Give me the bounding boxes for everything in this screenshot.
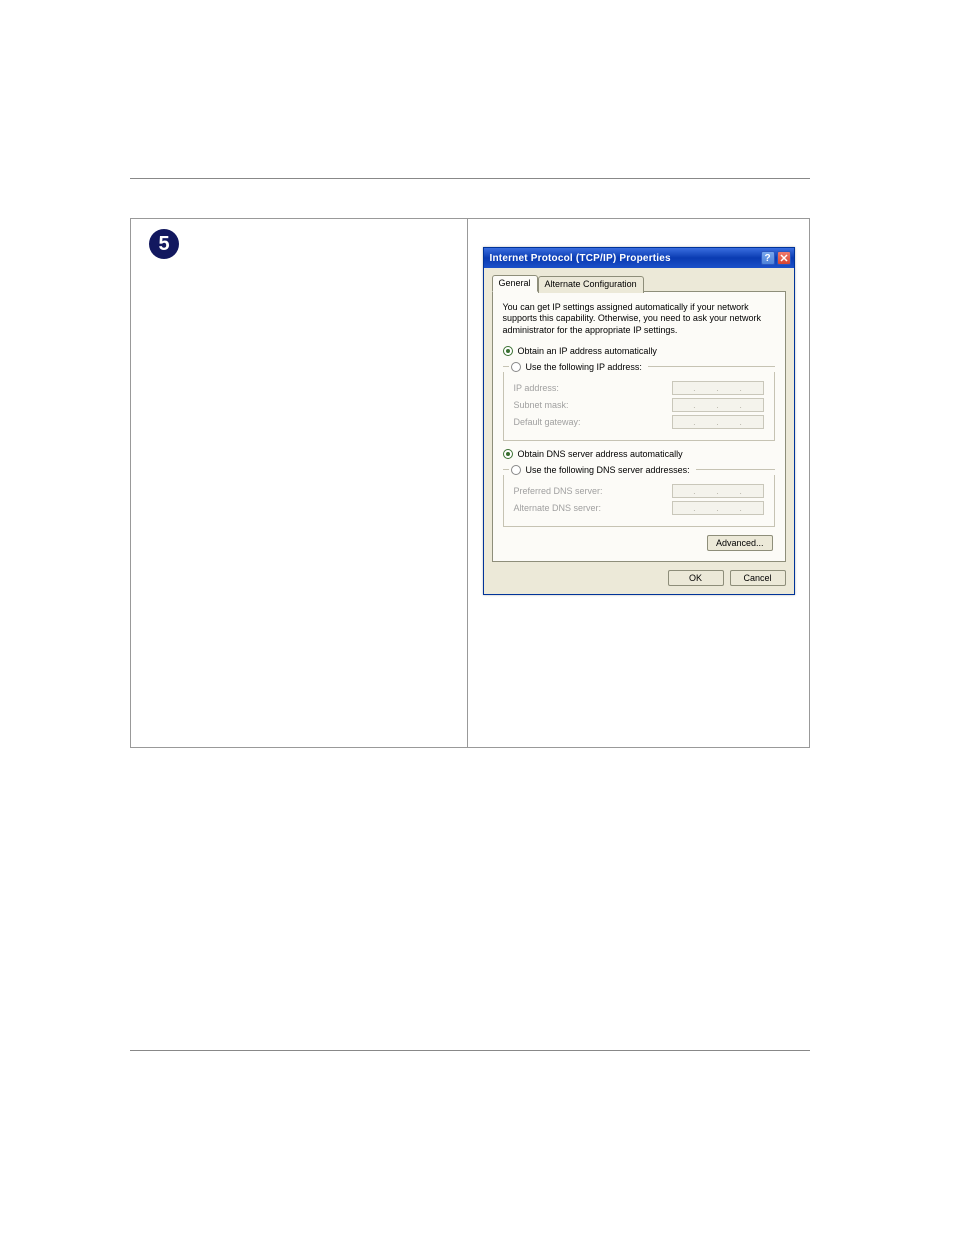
tab-strip: General Alternate Configuration (492, 275, 786, 292)
radio-label: Use the following DNS server addresses: (526, 465, 690, 475)
radio-label: Use the following IP address: (526, 362, 642, 372)
dialog-title: Internet Protocol (TCP/IP) Properties (490, 253, 759, 264)
radio-obtain-ip-auto[interactable]: Obtain an IP address automatically (503, 346, 775, 356)
default-gateway-row: Default gateway: ... (514, 415, 764, 429)
radio-use-ip-manual[interactable]: Use the following IP address: (509, 362, 644, 372)
subnet-mask-label: Subnet mask: (514, 400, 569, 410)
tab-general[interactable]: General (492, 275, 538, 292)
radio-icon (503, 449, 513, 459)
radio-icon (511, 465, 521, 475)
tab-panel-general: You can get IP settings assigned automat… (492, 291, 786, 562)
cancel-button[interactable]: Cancel (730, 570, 786, 586)
dns-manual-group: Use the following DNS server addresses: … (503, 465, 775, 527)
close-button[interactable] (777, 251, 791, 265)
alternate-dns-row: Alternate DNS server: ... (514, 501, 764, 515)
preferred-dns-label: Preferred DNS server: (514, 486, 603, 496)
dialog-body: General Alternate Configuration You can … (484, 268, 794, 594)
tab-alternate[interactable]: Alternate Configuration (538, 276, 644, 293)
advanced-button[interactable]: Advanced... (707, 535, 773, 551)
step-label-cell: 5 (131, 219, 468, 747)
preferred-dns-row: Preferred DNS server: ... (514, 484, 764, 498)
radio-label: Obtain DNS server address automatically (518, 449, 683, 459)
radio-label: Obtain an IP address automatically (518, 346, 657, 356)
ip-address-input[interactable]: ... (672, 381, 764, 395)
settings-description: You can get IP settings assigned automat… (503, 302, 775, 336)
radio-use-dns-manual[interactable]: Use the following DNS server addresses: (509, 465, 692, 475)
instruction-step-table: 5 Internet Protocol (TCP/IP) Properties … (130, 218, 810, 748)
page-divider-bottom (130, 1050, 810, 1051)
advanced-button-row: Advanced... (503, 535, 775, 551)
alternate-dns-input[interactable]: ... (672, 501, 764, 515)
help-button[interactable]: ? (761, 251, 775, 265)
step-number-badge: 5 (149, 229, 179, 259)
page-divider-top (130, 178, 810, 179)
ip-address-label: IP address: (514, 383, 559, 393)
radio-icon (511, 362, 521, 372)
close-icon (780, 254, 788, 262)
ip-manual-group: Use the following IP address: IP address… (503, 362, 775, 441)
screenshot-cell: Internet Protocol (TCP/IP) Properties ? … (468, 219, 809, 747)
radio-icon (503, 346, 513, 356)
default-gateway-input[interactable]: ... (672, 415, 764, 429)
default-gateway-label: Default gateway: (514, 417, 581, 427)
ok-button[interactable]: OK (668, 570, 724, 586)
dialog-titlebar: Internet Protocol (TCP/IP) Properties ? (484, 248, 794, 268)
tcpip-properties-dialog: Internet Protocol (TCP/IP) Properties ? … (483, 247, 795, 595)
preferred-dns-input[interactable]: ... (672, 484, 764, 498)
ip-address-row: IP address: ... (514, 381, 764, 395)
radio-obtain-dns-auto[interactable]: Obtain DNS server address automatically (503, 449, 775, 459)
alternate-dns-label: Alternate DNS server: (514, 503, 602, 513)
dialog-button-row: OK Cancel (492, 570, 786, 586)
subnet-mask-row: Subnet mask: ... (514, 398, 764, 412)
subnet-mask-input[interactable]: ... (672, 398, 764, 412)
